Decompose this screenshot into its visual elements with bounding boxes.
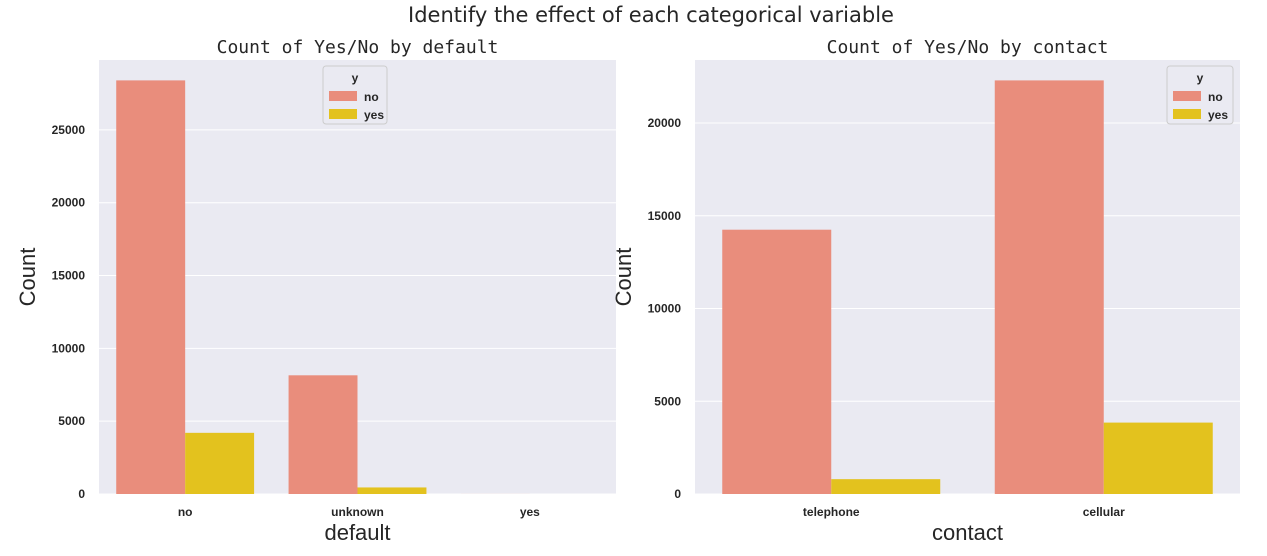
legend-swatch-yes xyxy=(329,109,357,119)
bar-yes xyxy=(357,487,427,494)
x-tick-label: no xyxy=(178,505,193,519)
x-tick-label: yes xyxy=(520,505,540,519)
bar-yes xyxy=(185,432,255,494)
bar-no xyxy=(288,375,358,494)
y-tick-label: 25000 xyxy=(52,123,86,137)
chart-default-x-axis-label: default xyxy=(324,520,390,545)
y-tick-label: 0 xyxy=(674,487,681,501)
x-tick-label: unknown xyxy=(331,505,384,519)
legend-swatch-no xyxy=(1173,91,1201,101)
chart-default-title: Count of Yes/No by default xyxy=(217,37,499,58)
chart-default-y-axis-label: Count xyxy=(15,248,40,307)
y-tick-label: 20000 xyxy=(648,116,682,130)
y-tick-label: 0 xyxy=(78,487,85,501)
legend-swatch-no xyxy=(329,91,357,101)
chart-contact-bars xyxy=(722,80,1213,495)
legend-label-no: no xyxy=(1208,90,1223,104)
chart-default-bars xyxy=(116,80,530,495)
y-tick-label: 15000 xyxy=(648,209,682,223)
chart-contact-tick-labels: 0 5000 10000 15000 20000 telephone cellular xyxy=(648,116,1125,519)
y-tick-label: 5000 xyxy=(654,394,681,408)
y-tick-label: 20000 xyxy=(52,196,86,210)
y-tick-label: 5000 xyxy=(58,414,85,428)
x-tick-label: cellular xyxy=(1083,505,1125,519)
y-tick-label: 10000 xyxy=(52,341,86,355)
legend-label-yes: yes xyxy=(1208,108,1228,122)
legend-title: y xyxy=(1197,71,1204,85)
bar-no xyxy=(994,80,1104,495)
bar-no xyxy=(116,80,186,495)
chart-contact-title: Count of Yes/No by contact xyxy=(827,37,1109,58)
chart-contact-y-axis-label: Count xyxy=(611,248,636,307)
bar-no xyxy=(722,229,832,494)
bar-yes xyxy=(1103,422,1213,494)
chart-default-tick-labels: 0 5000 10000 15000 20000 25000 no unknown yes xyxy=(52,123,541,519)
x-tick-label: telephone xyxy=(803,505,860,519)
legend-swatch-yes xyxy=(1173,109,1201,119)
chart-contact: 0 5000 10000 15000 20000 telephone cellular Co… xyxy=(611,37,1240,545)
y-tick-label: 10000 xyxy=(648,302,682,316)
chart-default: 0 5000 10000 15000 20000 25000 no unknown yes Co… xyxy=(15,37,616,545)
figure-suptitle: Identify the effect of each categorical … xyxy=(408,3,894,27)
legend-label-no: no xyxy=(364,90,379,104)
y-tick-label: 15000 xyxy=(52,269,86,283)
chart-default-legend: y no yes xyxy=(322,65,388,125)
bar-yes xyxy=(831,479,941,494)
legend-label-yes: yes xyxy=(364,108,384,122)
chart-contact-x-axis-label: contact xyxy=(932,520,1003,545)
chart-contact-legend: y no yes xyxy=(1166,65,1234,125)
legend-title: y xyxy=(352,71,359,85)
